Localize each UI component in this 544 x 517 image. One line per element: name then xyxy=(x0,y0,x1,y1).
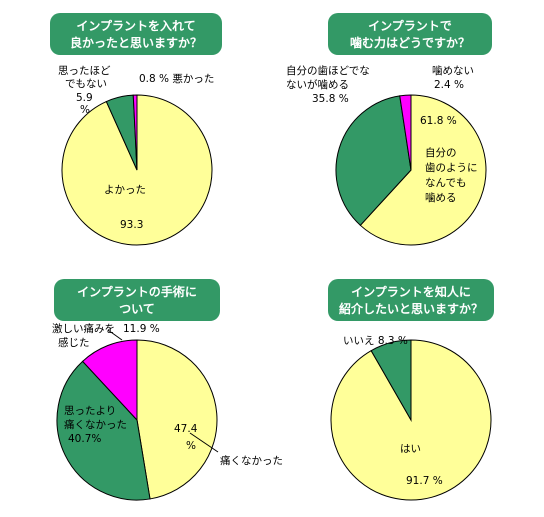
chart-1-label-neutral-2: でもない xyxy=(65,78,107,90)
chart-3-value-severe: 11.9 % xyxy=(123,323,160,335)
chart-2-title-box xyxy=(328,13,492,55)
chart-3-label-less-1: 思ったより xyxy=(64,405,116,417)
chart-3: インプラントの手術に ついて 47.4 % 痛くなかった 思ったより 痛くなかっ… xyxy=(52,279,283,501)
chart-3-value-less: 40.7% xyxy=(68,433,101,445)
chart-2-value-yes: 61.8 % xyxy=(420,115,457,127)
chart-1-title-line-1: インプラントを入れて xyxy=(76,18,195,33)
chart-1-label-neutral-1: 思ったほど xyxy=(58,65,111,77)
chart-4-label-no: いいえ 8.3 % xyxy=(343,335,408,347)
chart-1-value-good: 93.3 xyxy=(120,219,143,231)
chart-1: インプラントを入れて 良かったと思いますか？ よかった 93.3 思ったほど で… xyxy=(50,13,222,246)
chart-3-slice-1 xyxy=(136,339,218,500)
chart-3-label-no-pain: 痛くなかった xyxy=(220,454,283,467)
chart-1-value-neutral: 5.9 xyxy=(76,92,93,104)
chart-3-unit-no-pain: % xyxy=(186,440,196,452)
chart-2-label-partial-1: 自分の歯ほどでな xyxy=(286,64,370,77)
chart-3-title-line-2: ついて xyxy=(119,302,155,316)
chart-3-slice-3 xyxy=(81,339,138,422)
chart-4-title-line-2: 紹介したいと思いますか？ xyxy=(339,301,483,316)
chart-2-slice-3 xyxy=(399,94,412,171)
chart-2-title-line-1: インプラントで xyxy=(368,18,452,33)
chart-4-pie xyxy=(330,339,492,501)
chart-1-label-bad: 0.8 % 悪かった xyxy=(139,73,214,85)
chart-4: インプラントを知人に 紹介したいと思いますか？ はい 91.7 % いいえ 8.… xyxy=(328,279,494,501)
chart-4-title-line-1: インプラントを知人に xyxy=(351,284,471,299)
chart-3-pie xyxy=(56,339,218,501)
chart-4-slice-2 xyxy=(370,339,412,422)
chart-2-label-no: 噛めない xyxy=(432,64,474,77)
chart-1-slice-3 xyxy=(132,94,138,171)
chart-3-title-line-1: インプラントの手術に xyxy=(77,284,197,299)
chart-2-label-yes-1: 自分の xyxy=(425,146,457,159)
chart-2-title-line-2: 噛む力はどうですか？ xyxy=(350,35,470,50)
chart-3-label-severe-2: 感じた xyxy=(58,336,90,349)
chart-2-slice-1 xyxy=(359,94,487,246)
chart-3-label-less-2: 痛くなかった xyxy=(64,418,127,431)
chart-2-label-yes-2: 歯のように xyxy=(425,161,478,174)
chart-3-label-severe-1: 激しい痛みを xyxy=(52,322,115,335)
chart-4-title-box xyxy=(328,279,494,321)
chart-3-leader-line-severe xyxy=(107,329,123,341)
chart-4-label-yes: はい xyxy=(400,443,421,455)
chart-2-slice-2 xyxy=(335,95,412,227)
chart-3-slice-2 xyxy=(56,360,151,501)
chart-2-value-partial: 35.8 % xyxy=(312,93,349,105)
chart-2-pie xyxy=(335,94,487,246)
chart-1-title-box xyxy=(50,13,222,55)
chart-1-unit-neutral: % xyxy=(80,104,90,116)
chart-3-value-no-pain: 47.4 xyxy=(174,423,198,435)
chart-3-title-box xyxy=(54,279,220,321)
chart-2-value-no: 2.4 % xyxy=(434,79,464,91)
chart-1-title-line-2: 良かったと思いますか？ xyxy=(70,35,202,50)
chart-4-value-yes: 91.7 % xyxy=(406,475,443,487)
chart-3-leader-line-no-pain xyxy=(189,432,219,453)
chart-2: インプラントで 噛む力はどうですか？ 61.8 % 自分の 歯のように なんでも… xyxy=(286,13,492,246)
chart-2-label-partial-2: ないが噛める xyxy=(286,78,349,91)
chart-2-label-yes-4: 噛める xyxy=(425,191,457,204)
chart-1-pie xyxy=(61,94,213,246)
chart-1-label-good: よかった xyxy=(104,184,146,196)
chart-2-label-yes-3: なんでも xyxy=(425,177,466,189)
